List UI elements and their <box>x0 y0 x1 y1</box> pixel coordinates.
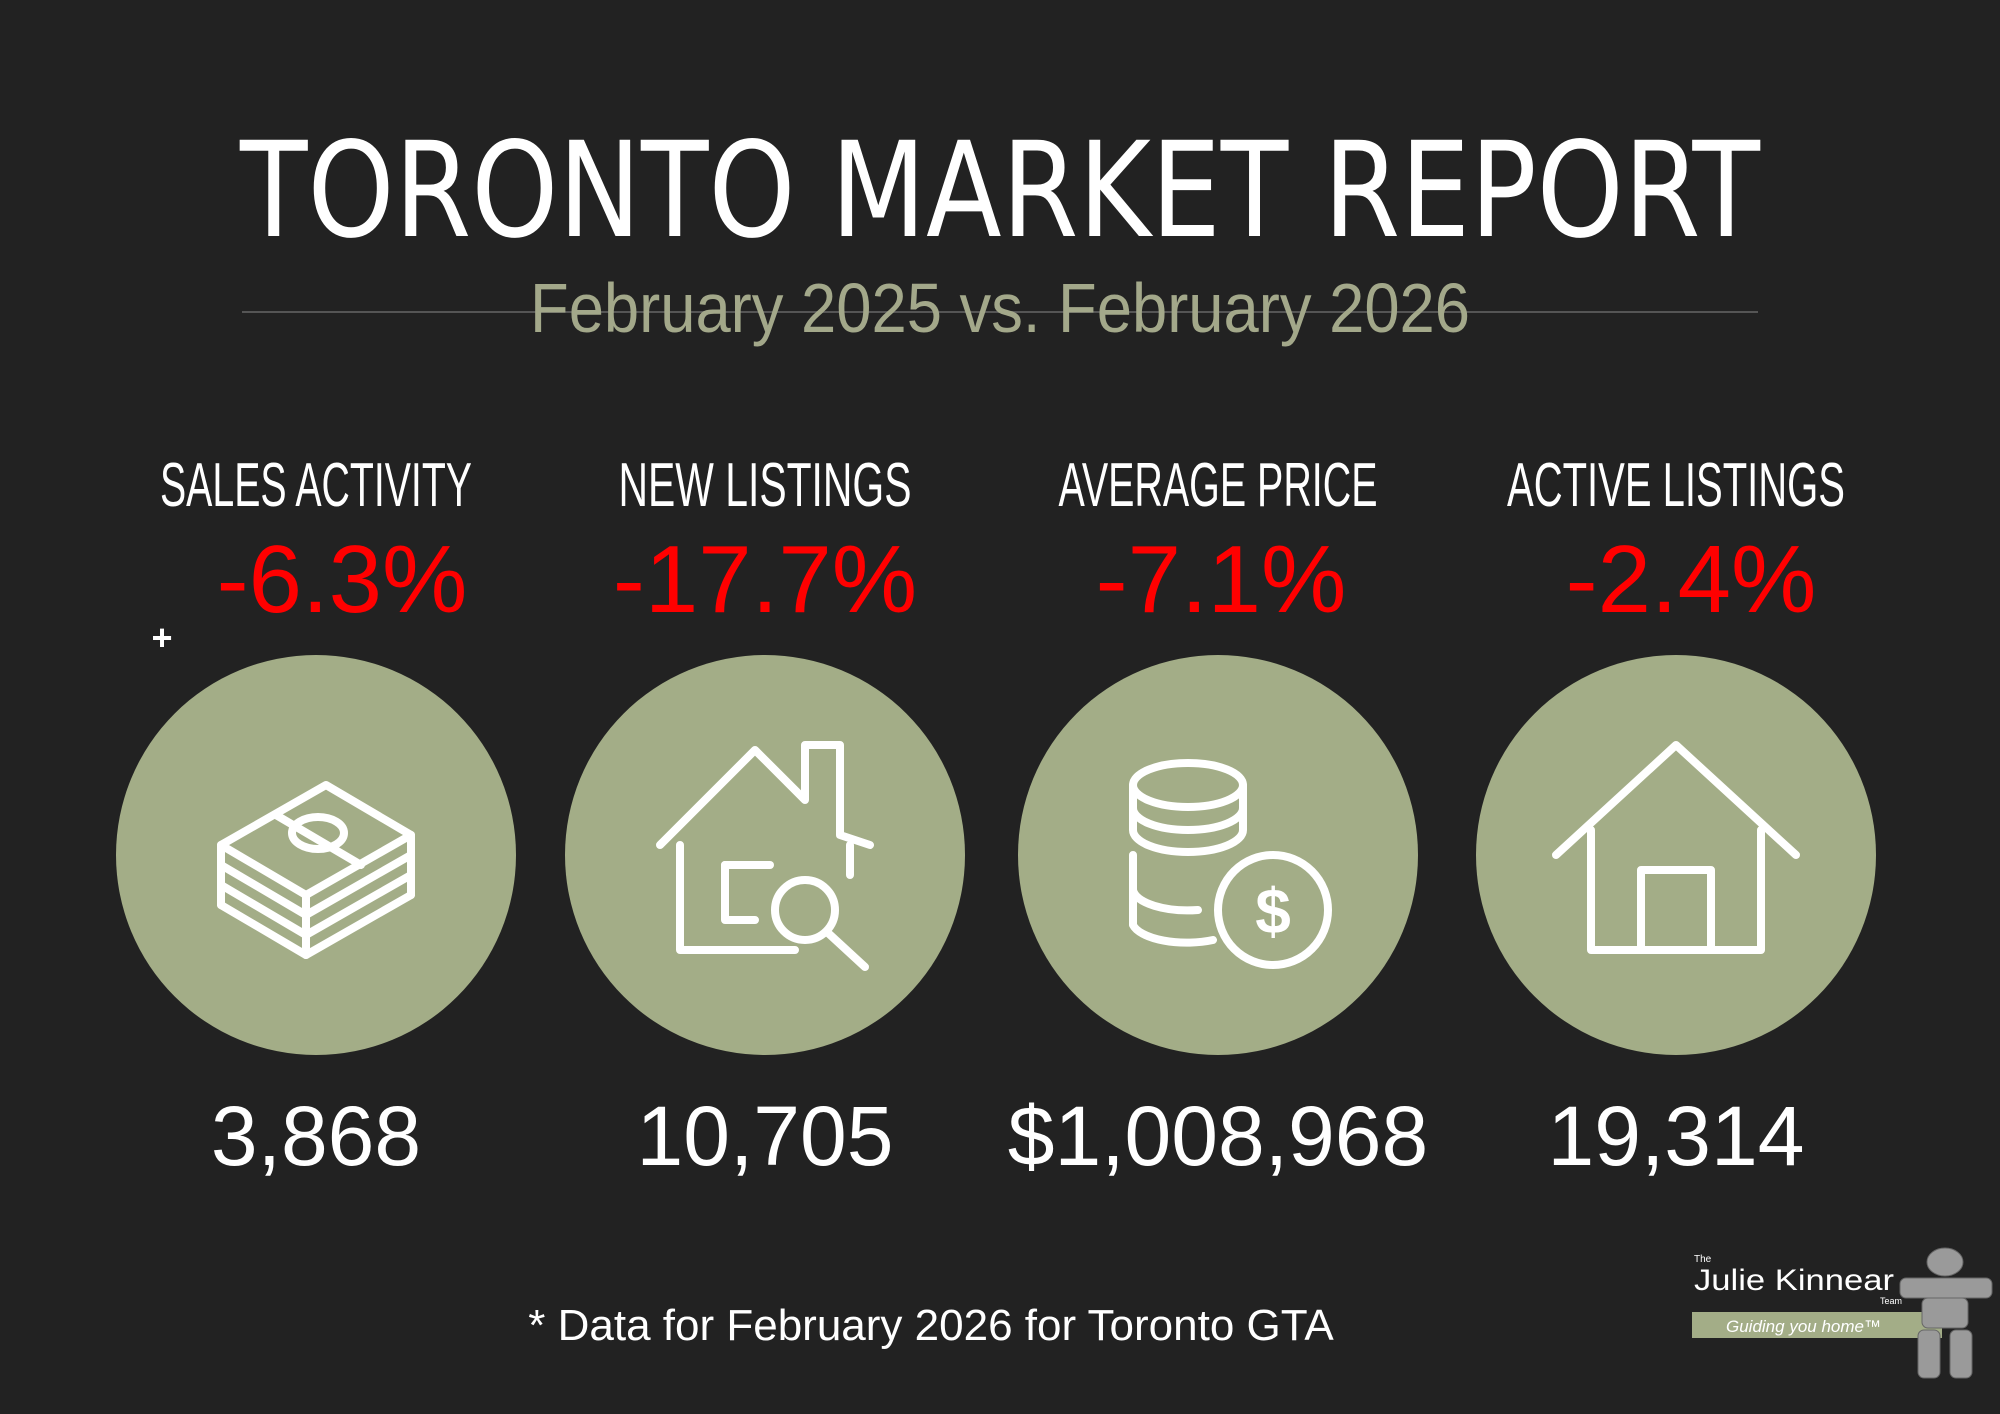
icon-part <box>1637 866 1715 954</box>
logo: The Julie Kinnear Team Guiding you home™ <box>1692 1247 1993 1379</box>
logo-tagline: Guiding you home™ <box>1726 1317 1881 1336</box>
logo-prefix: The <box>1694 1254 1712 1265</box>
icon-part <box>721 861 759 924</box>
logo-suffix: Team <box>1880 1296 1902 1306</box>
metric-value: $1,008,968 <box>1008 1089 1428 1183</box>
footnote: * Data for February 2026 for Toronto GTA <box>528 1301 1334 1350</box>
logo-band <box>1692 1312 1942 1338</box>
logo-name: Julie Kinnear <box>1694 1264 1894 1297</box>
metric-icon: $ <box>1129 759 1332 969</box>
metric-circle <box>1018 655 1418 1055</box>
metric-change: -6.3% <box>217 526 468 633</box>
metric-value: 3,868 <box>211 1089 421 1183</box>
icon-part <box>1587 826 1765 954</box>
icon-part <box>771 876 839 944</box>
metric-circle <box>565 655 965 1055</box>
metric-icon <box>1552 741 1800 954</box>
icon-part <box>1129 886 1202 915</box>
icon-part <box>272 811 365 869</box>
metric-value: 19,314 <box>1548 1089 1805 1183</box>
subtitle: February 2025 vs. February 2026 <box>530 269 1470 347</box>
icon-part <box>288 813 348 853</box>
icon-part <box>656 741 874 849</box>
metric-change: -2.4% <box>1566 526 1817 633</box>
metric-change: -17.7% <box>613 526 917 633</box>
metric-label: AVERAGE PRICE <box>1059 451 1378 520</box>
metric-icon <box>656 741 874 971</box>
icon-part <box>1129 851 1217 947</box>
icon-part <box>1214 851 1332 969</box>
metric-change: -7.1% <box>1096 526 1347 633</box>
plus-mark: + <box>151 617 172 658</box>
inukshuk <box>1899 1247 1993 1379</box>
metric-label: NEW LISTINGS <box>619 451 912 520</box>
title: TORONTO MARKET REPORT <box>239 114 1761 268</box>
icon-part <box>823 928 869 971</box>
icon-part <box>1129 804 1247 834</box>
icon-part <box>1552 741 1800 859</box>
metric-icon <box>217 781 415 959</box>
metric-value: 10,705 <box>637 1089 894 1183</box>
metric-label: SALES ACTIVITY <box>160 451 472 520</box>
metric-circle <box>116 655 516 1055</box>
icon-part <box>1129 781 1247 856</box>
icon-part: $ <box>1255 875 1291 947</box>
metric-circle <box>1476 655 1876 1055</box>
metric-label: ACTIVE LISTINGS <box>1507 451 1845 520</box>
icon-part <box>676 841 799 954</box>
